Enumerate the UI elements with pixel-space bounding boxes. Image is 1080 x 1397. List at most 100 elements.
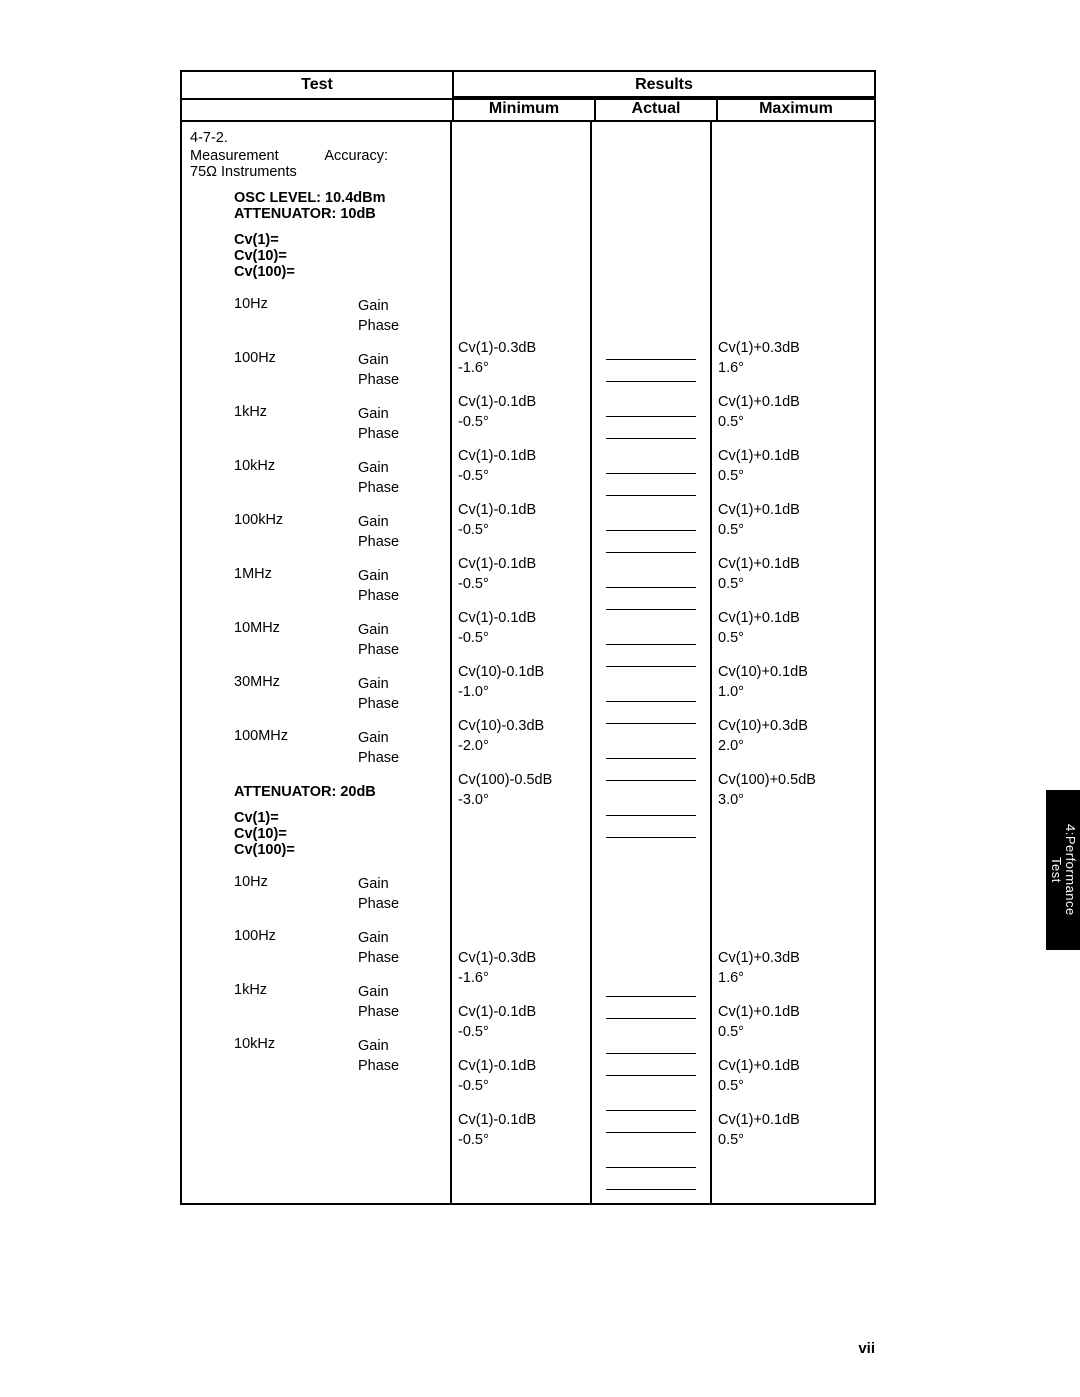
- actual-blank-gain[interactable]: [606, 1149, 696, 1168]
- maximum-gain: Cv(1)+0.1dB: [712, 608, 874, 628]
- maximum-phase: 0.5°: [712, 1022, 874, 1042]
- gain-phase-labels: GainPhase: [358, 564, 488, 618]
- frequency-label: 1MHz: [234, 564, 358, 618]
- side-tab-line1: 4:Performance: [1063, 824, 1078, 916]
- actual-blank-phase[interactable]: [606, 363, 696, 382]
- attenuator-10db: ATTENUATOR: 10dB: [234, 206, 444, 222]
- actual-blank-phase[interactable]: [606, 534, 696, 553]
- phase-label: Phase: [358, 586, 488, 606]
- gain-label: Gain: [358, 728, 488, 748]
- test-row: 10kHzGainPhase: [234, 456, 488, 510]
- maximum-gain: Cv(1)+0.1dB: [712, 554, 874, 574]
- maximum-row: Cv(1)+0.1dB0.5°: [712, 1056, 874, 1110]
- phase-label: Phase: [358, 640, 488, 660]
- actual-blank-gain[interactable]: [606, 512, 696, 531]
- actual-blank-phase[interactable]: [606, 1057, 696, 1076]
- gain-phase-labels: GainPhase: [358, 872, 488, 926]
- test-row: 10kHzGainPhase: [234, 1034, 488, 1088]
- actual-blank-gain[interactable]: [606, 683, 696, 702]
- test-row: 10HzGainPhase: [234, 294, 488, 348]
- header-maximum: Maximum: [718, 98, 874, 120]
- maximum-phase: 1.0°: [712, 682, 874, 702]
- test-row: 10MHzGainPhase: [234, 618, 488, 672]
- gain-label: Gain: [358, 982, 488, 1002]
- actual-blank-gain[interactable]: [606, 341, 696, 360]
- actual-row: [592, 569, 710, 623]
- maximum-gain: Cv(1)+0.1dB: [712, 1110, 874, 1130]
- gain-label: Gain: [358, 566, 488, 586]
- test-row: 10HzGainPhase: [234, 872, 488, 926]
- gain-label: Gain: [358, 512, 488, 532]
- test-row: 1kHzGainPhase: [234, 402, 488, 456]
- actual-blank-phase[interactable]: [606, 477, 696, 496]
- actual-blank-phase[interactable]: [606, 819, 696, 838]
- phase-label: Phase: [358, 424, 488, 444]
- actual-blank-gain[interactable]: [606, 797, 696, 816]
- actual-blank-phase[interactable]: [606, 591, 696, 610]
- maximum-gain: Cv(1)+0.1dB: [712, 446, 874, 466]
- section-number: 4-7-2.: [190, 130, 234, 146]
- actual-blank-phase[interactable]: [606, 1171, 696, 1190]
- actual-blank-gain[interactable]: [606, 1092, 696, 1111]
- gain-label: Gain: [358, 458, 488, 478]
- actual-blank-gain[interactable]: [606, 1035, 696, 1054]
- actual-blank-phase[interactable]: [606, 762, 696, 781]
- gain-phase-labels: GainPhase: [358, 510, 488, 564]
- maximum-gain: Cv(1)+0.1dB: [712, 1002, 874, 1022]
- section-title-2: 75Ω Instruments: [190, 164, 297, 180]
- actual-blank-gain[interactable]: [606, 978, 696, 997]
- actual-row: [592, 683, 710, 737]
- frequency-label: 100Hz: [234, 348, 358, 402]
- maximum-gain: Cv(10)+0.3dB: [712, 716, 874, 736]
- actual-blank-phase[interactable]: [606, 648, 696, 667]
- section-head: 4-7-2. Measurement Accuracy: 75Ω Instrum…: [190, 130, 444, 180]
- maximum-gain: Cv(1)+0.1dB: [712, 392, 874, 412]
- gain-label: Gain: [358, 674, 488, 694]
- actual-blank-gain[interactable]: [606, 740, 696, 759]
- section-title-b: Accuracy:: [324, 148, 388, 164]
- gain-phase-labels: GainPhase: [358, 672, 488, 726]
- test-row: 1kHzGainPhase: [234, 980, 488, 1034]
- maximum-gain: Cv(1)+0.1dB: [712, 500, 874, 520]
- gain-phase-labels: GainPhase: [358, 294, 488, 348]
- actual-row: [592, 1092, 710, 1146]
- gain-label: Gain: [358, 350, 488, 370]
- actual-blank-gain[interactable]: [606, 626, 696, 645]
- phase-label: Phase: [358, 1056, 488, 1076]
- maximum-gain: Cv(1)+0.1dB: [712, 1056, 874, 1076]
- actual-row: [592, 1149, 710, 1203]
- test-row: 30MHzGainPhase: [234, 672, 488, 726]
- page-number-footer: vii: [858, 1340, 875, 1357]
- phase-label: Phase: [358, 532, 488, 552]
- osc-level: OSC LEVEL: 10.4dBm: [234, 190, 444, 206]
- actual-blank-phase[interactable]: [606, 1114, 696, 1133]
- attenuator-20db: ATTENUATOR: 20dB: [234, 784, 444, 800]
- actual-blank-phase[interactable]: [606, 1000, 696, 1019]
- cv10-label: Cv(10)=: [234, 248, 444, 264]
- maximum-phase: 1.6°: [712, 358, 874, 378]
- actual-blank-gain[interactable]: [606, 398, 696, 417]
- gain-phase-labels: GainPhase: [358, 348, 488, 402]
- cv100-label: Cv(100)=: [234, 264, 444, 280]
- actual-row: [592, 512, 710, 566]
- actual-blank-gain[interactable]: [606, 569, 696, 588]
- col-maximum: Cv(1)+0.3dB1.6°Cv(1)+0.1dB0.5°Cv(1)+0.1d…: [712, 122, 874, 1203]
- actual-blank-gain[interactable]: [606, 455, 696, 474]
- actual-blank-phase[interactable]: [606, 420, 696, 439]
- gain-phase-labels: GainPhase: [358, 980, 488, 1034]
- maximum-row: Cv(1)+0.1dB0.5°: [712, 608, 874, 662]
- maximum-row: Cv(1)+0.1dB0.5°: [712, 500, 874, 554]
- phase-label: Phase: [358, 694, 488, 714]
- maximum-phase: 0.5°: [712, 520, 874, 540]
- maximum-phase: 3.0°: [712, 790, 874, 810]
- gain-label: Gain: [358, 874, 488, 894]
- maximum-phase: 0.5°: [712, 466, 874, 486]
- minimum-row: Cv(1)-0.1dB-0.5°: [452, 1110, 590, 1164]
- actual-row: [592, 797, 710, 851]
- gain-phase-labels: GainPhase: [358, 726, 488, 780]
- frequency-label: 10kHz: [234, 456, 358, 510]
- minimum-gain: Cv(1)-0.1dB: [452, 1110, 590, 1130]
- actual-blank-phase[interactable]: [606, 705, 696, 724]
- col-test: 4-7-2. Measurement Accuracy: 75Ω Instrum…: [182, 122, 452, 1203]
- maximum-row: Cv(100)+0.5dB3.0°: [712, 770, 874, 824]
